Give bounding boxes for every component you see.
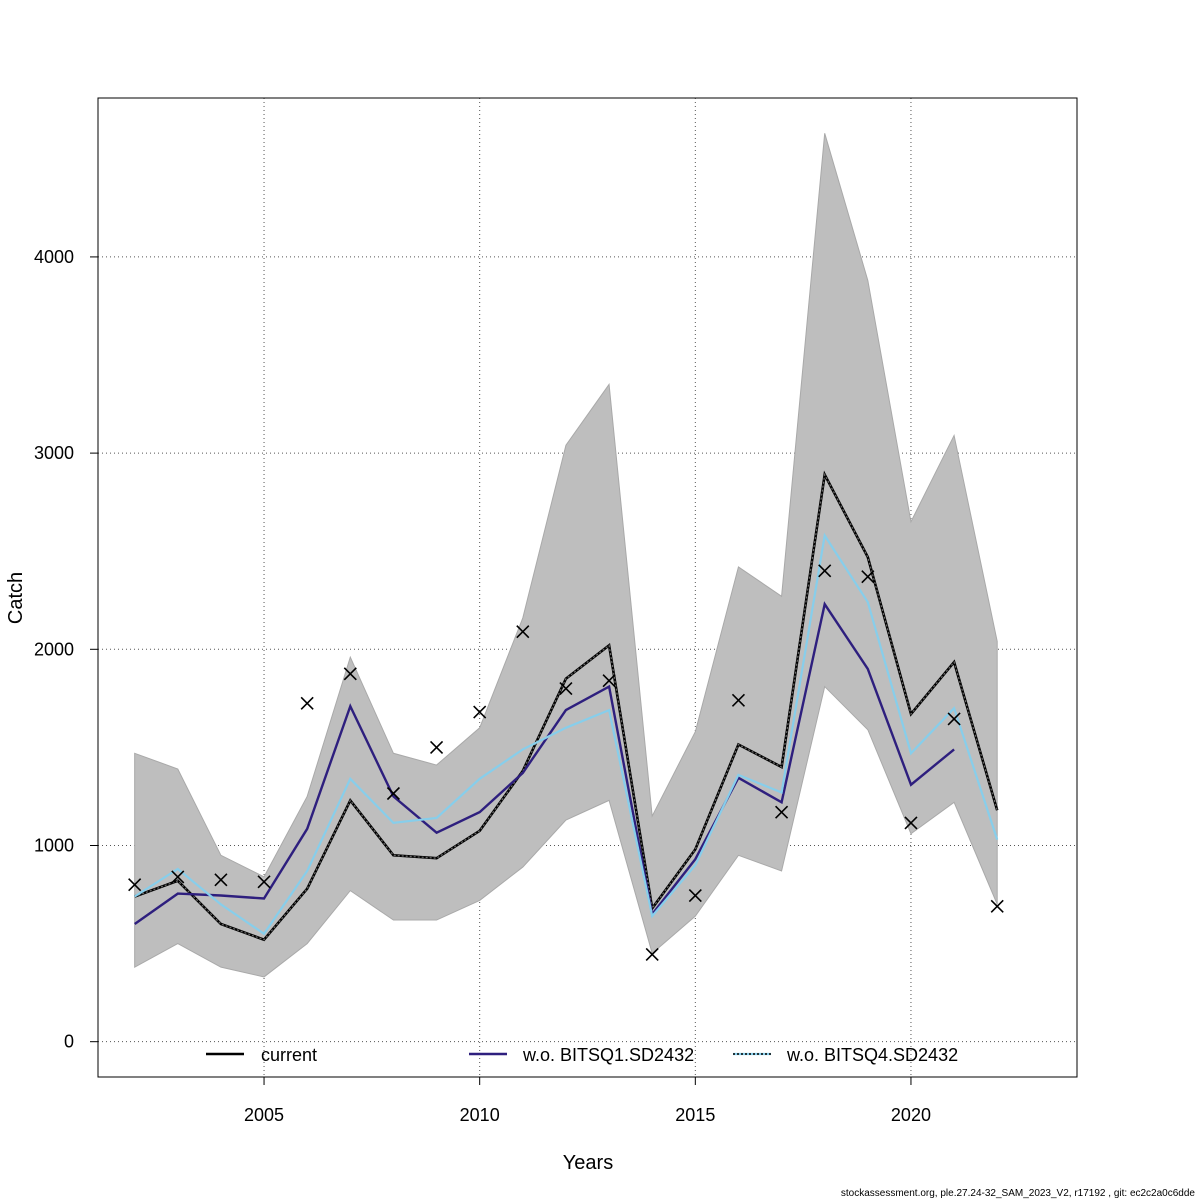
y-axis-title: Catch (5, 572, 27, 624)
observation-point (775, 805, 789, 819)
observation-point (386, 786, 400, 801)
series-lines (134, 470, 999, 942)
observation-point (731, 693, 746, 707)
x-axis-title: Years (563, 1152, 613, 1174)
x-tick-label: 2005 (244, 1105, 284, 1125)
observation-point (947, 712, 961, 726)
x-tick-label: 2020 (891, 1105, 931, 1125)
observation-markers (128, 564, 1004, 961)
y-tick-label: 3000 (34, 443, 74, 463)
observation-point (818, 564, 832, 578)
series-line-bitsq4 (134, 532, 999, 936)
y-tick-label: 4000 (34, 247, 74, 267)
plot-frame (97, 97, 1078, 1078)
series-line-bitsq1 (134, 601, 955, 925)
observation-point (602, 674, 616, 688)
observation-point (904, 816, 918, 830)
observation-point (300, 696, 314, 710)
observation-point (688, 888, 702, 903)
observation-point (516, 625, 530, 639)
y-tick-label: 0 (64, 1032, 74, 1052)
legend-label: current (261, 1045, 317, 1065)
series-line-current-dash (134, 472, 998, 941)
observation-point (171, 870, 185, 884)
y-tick-label: 1000 (34, 835, 74, 855)
observation-point (990, 899, 1004, 913)
x-tick-label: 2015 (675, 1105, 715, 1125)
observation-point (645, 947, 659, 961)
observation-point (128, 878, 142, 892)
legend-label: w.o. BITSQ1.SD2432 (522, 1045, 694, 1065)
legend: current w.o. BITSQ1.SD2432 w.o. BITSQ4.SD2… (206, 1045, 958, 1065)
observation-point (429, 740, 444, 754)
legend-label: w.o. BITSQ4.SD2432 (786, 1045, 958, 1065)
observation-point (473, 705, 487, 719)
observation-point (861, 570, 875, 584)
observation-point (257, 875, 271, 889)
observation-point (214, 873, 228, 887)
observation-point (343, 667, 357, 681)
y-tick-label: 2000 (34, 639, 74, 659)
x-tick-label: 2010 (460, 1105, 500, 1125)
x-axis: 2005 2010 2015 2020 (244, 1077, 931, 1125)
footer-credit: stockassessment.org, ple.27.24-32_SAM_20… (841, 1188, 1196, 1199)
y-axis: 0 1000 2000 3000 4000 (34, 247, 98, 1052)
observation-point (559, 681, 573, 696)
